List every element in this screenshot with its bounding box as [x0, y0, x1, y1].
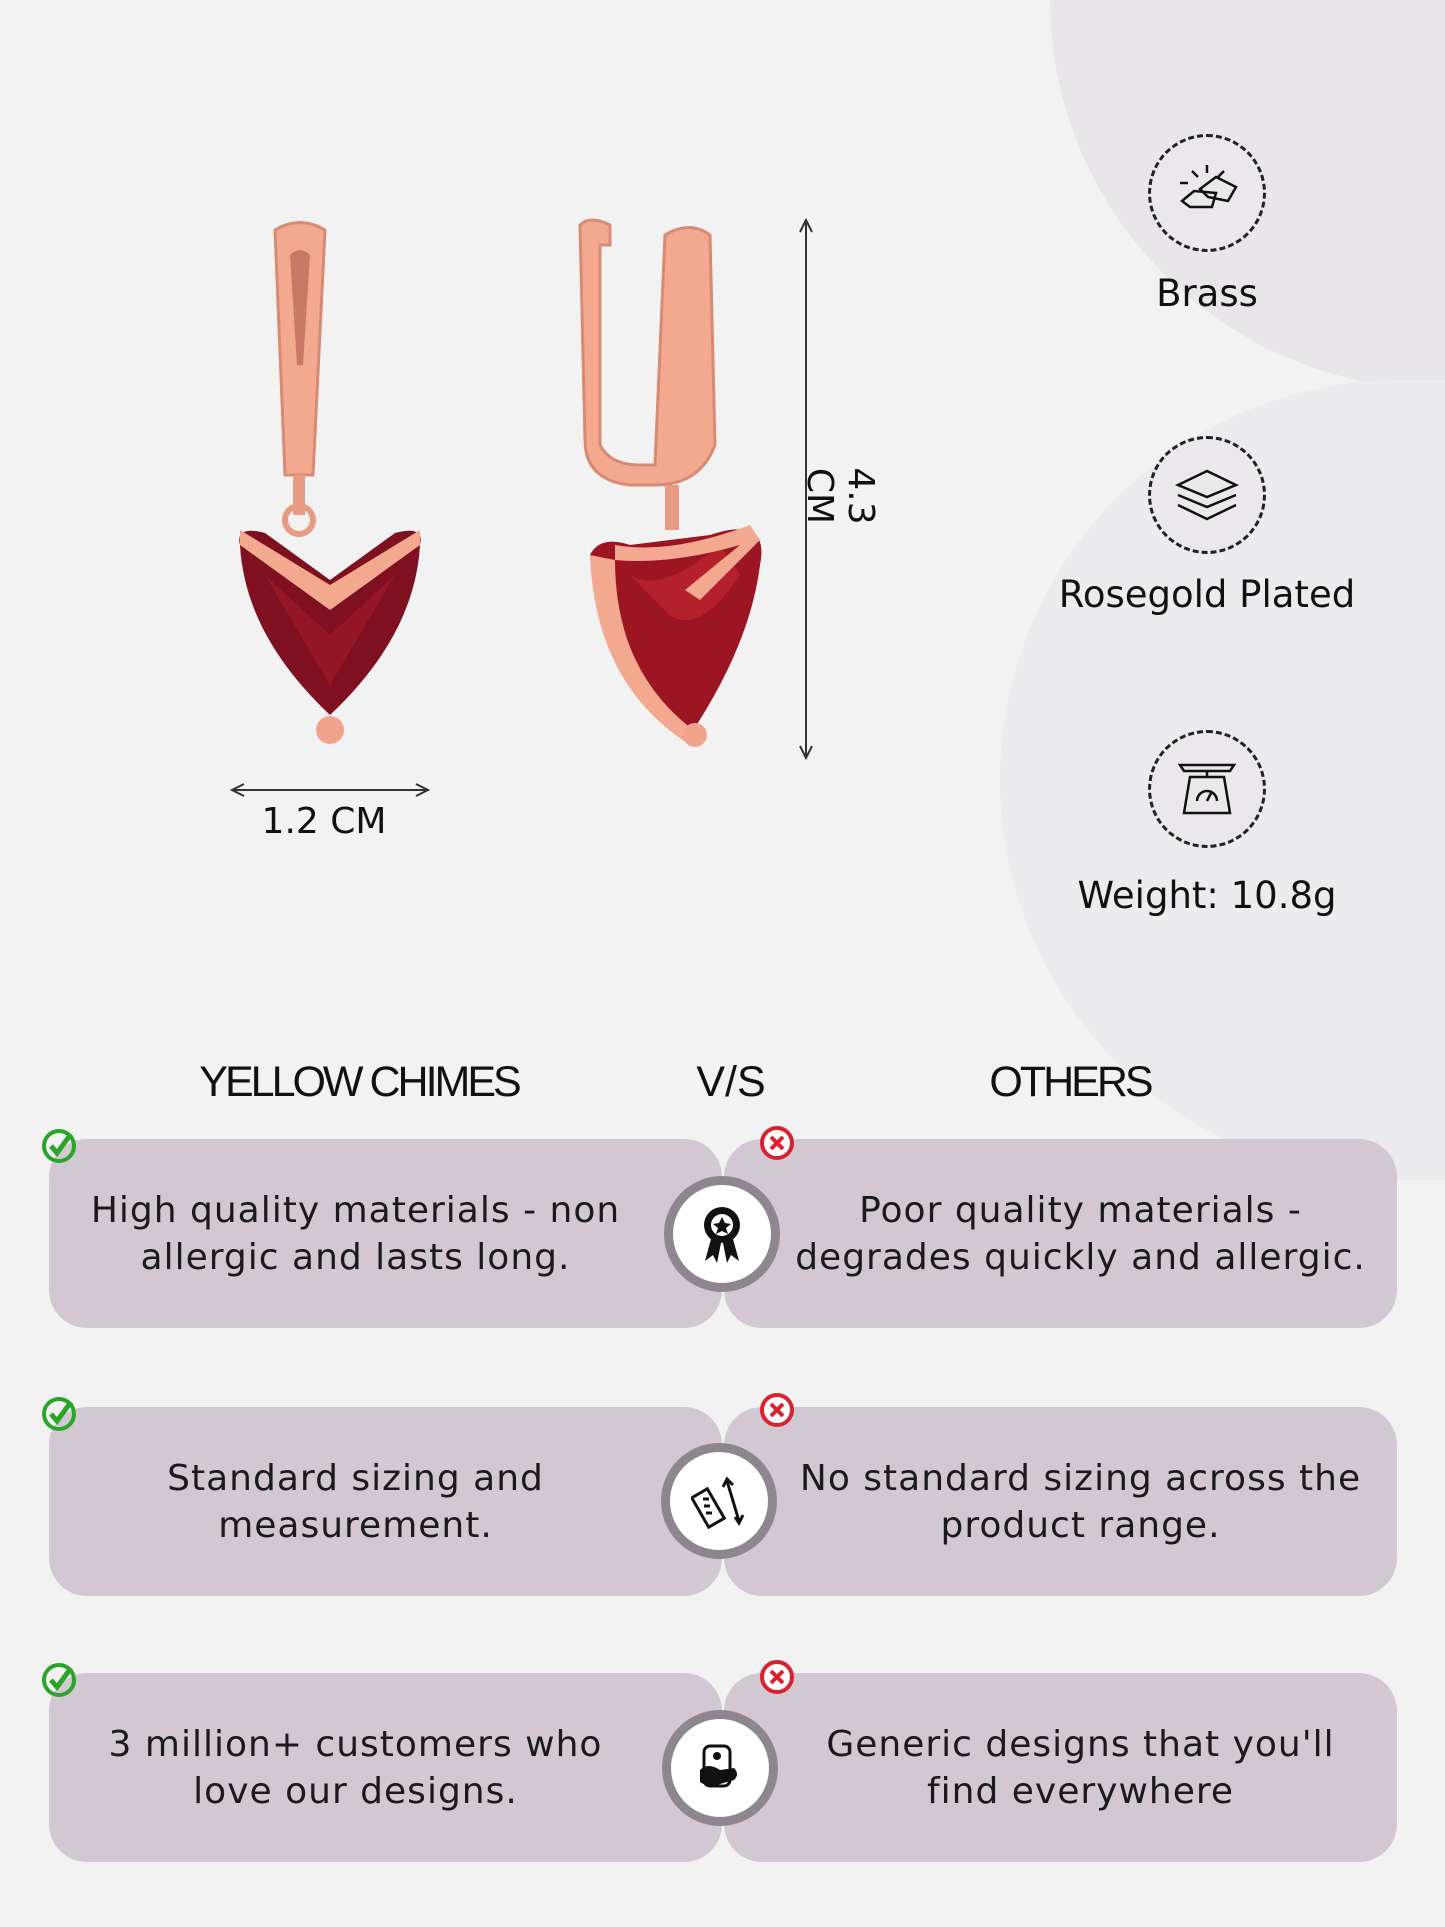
spec-label-brass: Brass	[1156, 272, 1258, 315]
height-label: 4.3 CM	[799, 467, 881, 525]
vs-heading: V/S	[696, 1058, 766, 1106]
others-card: No standard sizing across the product ra…	[724, 1407, 1397, 1596]
gold-bars-icon	[1179, 165, 1238, 209]
check-icon	[42, 1663, 76, 1697]
weighing-scale-icon	[1177, 763, 1237, 815]
layers-icon	[1174, 469, 1240, 521]
yellow-chimes-heading: YELLOW CHIMES	[199, 1058, 521, 1106]
cross-icon	[760, 1126, 794, 1160]
others-card: Poor quality materials - degrades quickl…	[724, 1139, 1397, 1328]
others-card: Generic designs that you'll find everywh…	[724, 1673, 1397, 1862]
award-ribbon-icon	[704, 1207, 740, 1263]
ours-card: 3 million+ customers who love our design…	[49, 1673, 722, 1862]
spec-label-plating: Rosegold Plated	[1058, 573, 1356, 616]
cross-icon	[760, 1393, 794, 1427]
earring-front-image	[239, 221, 421, 744]
check-icon	[42, 1129, 76, 1163]
spec-icon-weight	[1148, 730, 1266, 848]
earring-side-image	[578, 218, 762, 747]
ruler-icon	[691, 1476, 745, 1529]
badge	[661, 1443, 777, 1559]
cross-icon	[760, 1660, 794, 1694]
height-dimension-line	[799, 218, 813, 760]
ours-card: High quality materials - non allergic an…	[49, 1139, 722, 1328]
ours-card: Standard sizing and measurement.	[49, 1407, 722, 1596]
badge	[662, 1710, 778, 1826]
customer-hand-icon	[700, 1744, 737, 1788]
check-icon	[42, 1397, 76, 1431]
others-heading: OTHERS	[989, 1058, 1153, 1106]
width-dimension-line	[230, 783, 430, 797]
width-label: 1.2 CM	[261, 801, 387, 842]
spec-icon-brass	[1148, 134, 1266, 252]
badge	[664, 1176, 780, 1292]
spec-label-weight: Weight: 10.8g	[1077, 874, 1337, 917]
spec-icon-plating	[1148, 436, 1266, 554]
